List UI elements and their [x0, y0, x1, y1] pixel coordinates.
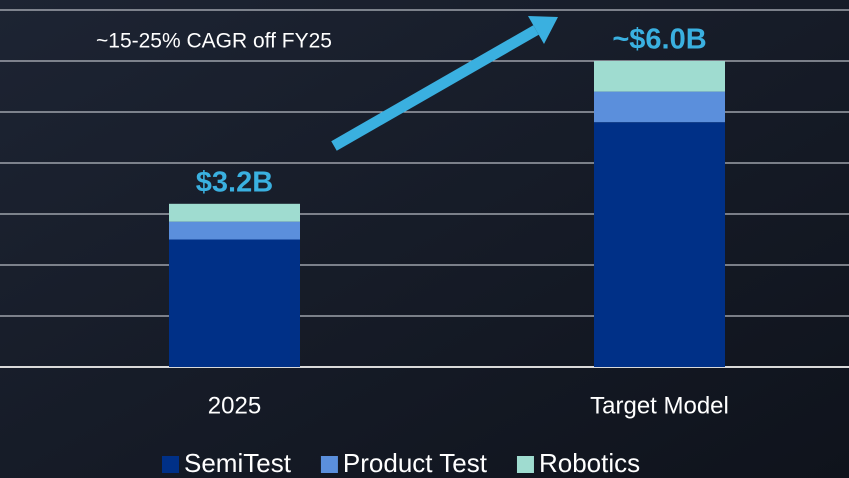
total-label: ~$6.0B [612, 24, 706, 56]
bar-segment [594, 122, 725, 367]
legend-swatch [162, 456, 179, 473]
bar-segment [169, 221, 300, 240]
legend: SemiTest Product Test Robotics [162, 448, 640, 478]
legend-label: Robotics [539, 448, 640, 478]
x-tick-label: Target Model [590, 392, 729, 419]
arrow-head [528, 16, 558, 44]
annotation: ~15-25% CAGR off FY25 [96, 30, 332, 53]
bar-segment [169, 239, 300, 367]
legend-swatch [516, 456, 534, 473]
bar-segment [594, 91, 725, 123]
bars [169, 61, 725, 367]
bar-segment [169, 203, 300, 222]
legend-label: SemiTest [184, 448, 292, 478]
bar-segment [594, 61, 725, 92]
x-tick-label: 2025 [208, 392, 261, 419]
labels: $3.2B 2025 ~$6.0B Target Model [196, 24, 729, 420]
total-label: $3.2B [196, 166, 273, 198]
legend-label: Product Test [343, 448, 488, 478]
growth-arrow [331, 16, 558, 151]
legend-swatch [320, 456, 338, 473]
arrow-shaft [331, 25, 539, 151]
